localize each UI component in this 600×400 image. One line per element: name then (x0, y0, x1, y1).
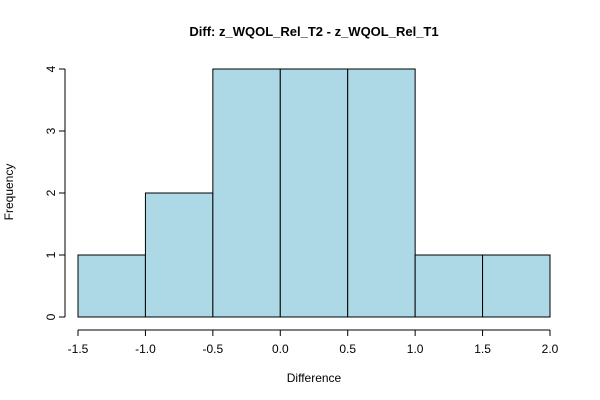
y-axis-label: Frequency (2, 164, 16, 221)
histogram-bar (212, 68, 281, 318)
x-axis-label: Difference (287, 371, 342, 385)
y-tick-label: 4 (44, 65, 58, 72)
x-tick-label: -1.5 (68, 342, 89, 356)
x-tick-label: 1.0 (407, 342, 424, 356)
histogram-bar (279, 68, 349, 318)
y-axis: 0 1 2 3 4 (44, 65, 66, 320)
y-tick-label: 3 (44, 127, 58, 134)
x-tick-label: 1.5 (474, 342, 491, 356)
histogram-bar (482, 254, 551, 318)
x-tick-label: 2.0 (542, 342, 559, 356)
bars-group (77, 68, 551, 318)
x-tick-label: -0.5 (203, 342, 224, 356)
histogram-bar (144, 192, 214, 318)
y-tick-label: 1 (44, 251, 58, 258)
x-tick-label: 0.0 (272, 342, 289, 356)
y-tick-label: 2 (44, 189, 58, 196)
x-axis: -1.5 -1.0 -0.5 0.0 0.5 1.0 1.5 2.0 (68, 329, 559, 356)
x-tick-label: -1.0 (135, 342, 156, 356)
histogram-bar (77, 254, 146, 318)
histogram-bar (347, 68, 416, 318)
x-tick-label: 0.5 (339, 342, 356, 356)
histogram-bar (414, 254, 484, 318)
y-tick-label: 0 (44, 313, 58, 320)
chart-title: Diff: z_WQOL_Rel_T2 - z_WQOL_Rel_T1 (189, 24, 438, 39)
